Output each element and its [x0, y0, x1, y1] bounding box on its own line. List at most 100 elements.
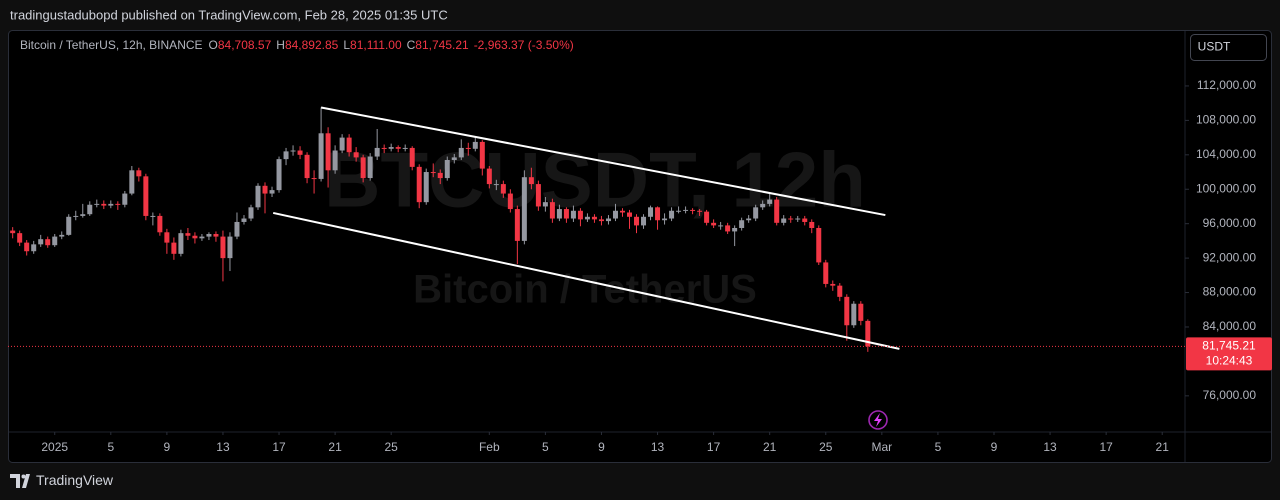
candle-body [318, 133, 324, 179]
legend-value: 81,111.00 [350, 38, 402, 52]
legend-change: -2,963.37 (-3.50%) [474, 38, 574, 52]
trendline [320, 106, 886, 217]
candle-body [690, 209, 696, 211]
candle-body [788, 218, 794, 220]
candle-body [493, 184, 499, 186]
candle-body [648, 207, 654, 217]
candle-body [360, 157, 366, 179]
candle-body [304, 154, 310, 179]
candle-body [514, 209, 520, 241]
candle-body [683, 209, 689, 211]
candle-body [339, 137, 345, 151]
candle-body [472, 141, 478, 149]
candle-body [24, 242, 30, 252]
candle-body [669, 210, 675, 219]
alert-ring[interactable] [868, 410, 888, 430]
candle-body [584, 216, 590, 220]
candle-body [535, 184, 541, 207]
candle-body [739, 220, 745, 228]
x-tick-label: 13 [651, 440, 665, 454]
candle-body [108, 203, 114, 206]
x-tick-label: 5 [542, 440, 549, 454]
candle-body [59, 234, 65, 237]
candle-body [199, 236, 205, 239]
candle-body [381, 147, 387, 149]
candle-body [248, 207, 254, 219]
candle-body [276, 159, 282, 191]
candle-body [486, 168, 492, 185]
candle-body [150, 215, 156, 217]
candle-body [444, 159, 450, 179]
candle-body [353, 152, 359, 158]
candle-body [185, 233, 191, 236]
candle-body [192, 235, 198, 239]
x-tick-label: 5 [107, 440, 114, 454]
footer-logo-dot [21, 474, 26, 479]
legend-key: C [407, 38, 416, 52]
x-tick-label: 21 [1156, 440, 1170, 454]
chart-frame [8, 30, 1272, 463]
candle-body [549, 202, 555, 219]
alert-bolt[interactable] [874, 413, 882, 427]
x-tick-label: 21 [763, 440, 777, 454]
candle-body [17, 233, 23, 243]
y-tick-label: 84,000.00 [1203, 319, 1257, 333]
candle-body [437, 172, 443, 179]
candle-body [213, 234, 219, 237]
alert-icon[interactable] [868, 410, 888, 430]
candle-body [458, 147, 464, 158]
candle-body [402, 147, 408, 149]
candle-body [164, 232, 170, 243]
candle-body [851, 303, 857, 326]
candle-body [129, 170, 135, 194]
last-price-label: 81,745.21 [1202, 339, 1256, 353]
candle-body [746, 218, 752, 221]
candle-body [297, 150, 303, 155]
candle-body [143, 176, 149, 216]
candle-body [171, 242, 177, 254]
x-tick-label: Feb [479, 440, 500, 454]
candle-body [241, 218, 247, 222]
candle-body [136, 170, 142, 177]
candle-body [94, 203, 100, 205]
x-tick-label: 25 [385, 440, 399, 454]
currency-button[interactable] [1190, 34, 1267, 61]
candle-body [430, 172, 436, 174]
candle-body [80, 214, 86, 216]
plot [8, 106, 1185, 352]
candle-body [423, 172, 429, 203]
candle-body [781, 218, 787, 223]
candle-body [325, 133, 331, 171]
candle-body [206, 234, 212, 237]
candle-body [732, 227, 738, 232]
legend-symbol: Bitcoin / TetherUS, 12h, BINANCE [20, 38, 203, 52]
y-tick-label: 76,000.00 [1203, 388, 1257, 402]
last-price-box [1186, 337, 1272, 371]
y-tick-label: 92,000.00 [1203, 250, 1257, 264]
candle-body [605, 218, 611, 222]
candle-body [500, 184, 506, 194]
y-tick-label: 88,000.00 [1203, 285, 1257, 299]
legend-key: O [209, 38, 218, 52]
x-tick-label: 9 [991, 440, 998, 454]
candle-body [528, 177, 534, 185]
candle-body [570, 210, 576, 219]
candle-body [816, 227, 822, 263]
candle-body [283, 151, 289, 160]
legend-key: L [343, 38, 350, 52]
candle-body [269, 190, 275, 194]
x-tick-label: 17 [272, 440, 286, 454]
candle-body [627, 212, 633, 217]
legend: Bitcoin / TetherUS, 12h, BINANCE O84,708.… [20, 38, 574, 52]
candle-body [465, 147, 471, 149]
candle-body [388, 147, 394, 149]
x-tick-label: 17 [1099, 440, 1113, 454]
x-tick-label: Mar [872, 440, 893, 454]
candle-body [563, 209, 569, 219]
currency-label[interactable]: USDT [1198, 40, 1231, 54]
y-tick-label: 96,000.00 [1203, 216, 1257, 230]
x-tick-label: 9 [164, 440, 171, 454]
candle-body [346, 137, 352, 153]
candle-body [157, 215, 163, 233]
